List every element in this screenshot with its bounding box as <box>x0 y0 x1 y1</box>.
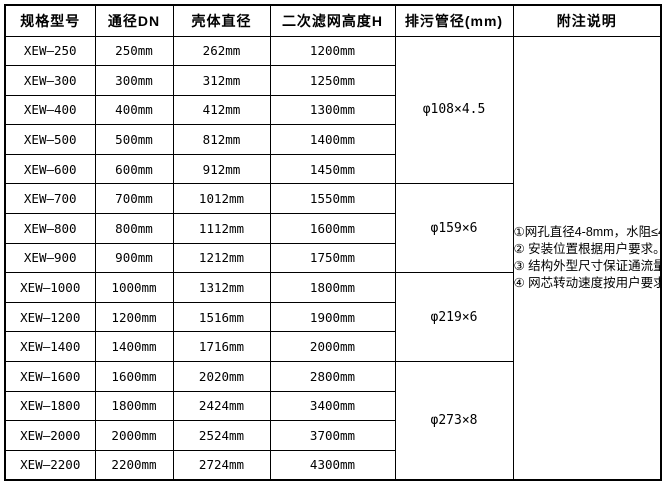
height-cell: 1600mm <box>269 213 396 244</box>
spec-table-body: XEW—250 250mm 262mm 1200mm φ108×4.5 ①网孔直径4-8m… <box>4 35 662 481</box>
shell-cell: 262mm <box>172 35 271 67</box>
table-row: XEW—400 400mm 412mm 1300mm <box>4 94 661 126</box>
model-cell: XEW—800 <box>4 213 96 244</box>
dn-cell: 400mm <box>94 94 174 126</box>
column-header: 排污管径(mm) <box>394 4 514 37</box>
shell-cell: 2524mm <box>172 420 271 451</box>
table-row: XEW—800 800mm 1112mm 1600mm <box>4 213 661 244</box>
table-row: XEW—1800 1800mm 2424mm 3400mm <box>4 390 661 422</box>
height-cell: 3700mm <box>269 420 396 451</box>
height-cell: 4300mm <box>269 449 396 481</box>
drain-pipe-cell: φ273×8 <box>394 361 514 481</box>
note-line: ①网孔直径4-8mm，水阻≤400mmH20柱。 <box>513 224 660 239</box>
dn-cell: 600mm <box>94 153 174 185</box>
column-header: 附注说明 <box>512 4 662 37</box>
dn-cell: 250mm <box>94 35 174 67</box>
drain-pipe-cell: φ159×6 <box>394 183 514 274</box>
dn-cell: 2200mm <box>94 449 174 481</box>
height-cell: 1200mm <box>269 35 396 67</box>
note-line: ④ 网芯转动速度按用户要求设计。一般控制在8转/分钟以下。 <box>513 275 660 290</box>
shell-cell: 1716mm <box>172 331 271 363</box>
model-cell: XEW—2200 <box>4 449 96 481</box>
column-header: 壳体直径 <box>172 4 271 37</box>
header-row: 规格型号 通径DN 壳体直径 二次滤网高度H 排污管径(mm) 附注说明 <box>4 4 662 37</box>
dn-cell: 500mm <box>94 124 174 155</box>
dn-cell: 800mm <box>94 213 174 244</box>
height-cell: 1400mm <box>269 124 396 155</box>
table-row: XEW—900 900mm 1212mm 1750mm <box>4 242 661 274</box>
shell-cell: 2424mm <box>172 390 271 422</box>
drain-pipe-cell: φ108×4.5 <box>394 35 514 185</box>
table-row: XEW—250 250mm 262mm 1200mm φ108×4.5 ①网孔直径4-8m… <box>4 35 662 481</box>
shell-cell: 2724mm <box>172 449 271 481</box>
model-cell: XEW—600 <box>4 153 96 185</box>
column-header: 二次滤网高度H <box>269 4 396 37</box>
shell-cell: 912mm <box>172 153 271 185</box>
dn-cell: 700mm <box>94 183 174 215</box>
shell-cell: 1516mm <box>172 301 271 333</box>
height-cell: 1250mm <box>269 65 396 96</box>
dn-cell: 1000mm <box>94 272 174 303</box>
model-cell: XEW—2000 <box>4 420 96 451</box>
shell-cell: 812mm <box>172 124 271 155</box>
spec-table: 规格型号 通径DN 壳体直径 二次滤网高度H 排污管径(mm) 附注说明 XEW—250 2… <box>4 4 662 481</box>
table-row: XEW—2000 2000mm 2524mm 3700mm <box>4 420 661 451</box>
dn-cell: 2000mm <box>94 420 174 451</box>
notes-cell: ①网孔直径4-8mm，水阻≤400mmH20柱。 ② 安装位置根据用户要求。 ③ 结… <box>512 35 662 481</box>
table-row: XEW—1000 1000mm 1312mm 1800mm φ219×6 <box>4 272 661 363</box>
dn-cell: 900mm <box>94 242 174 274</box>
table-row: XEW—300 300mm 312mm 1250mm <box>4 65 661 96</box>
height-cell: 1800mm <box>269 272 396 303</box>
height-cell: 1450mm <box>269 153 396 185</box>
dn-cell: 1600mm <box>94 361 174 392</box>
shell-cell: 1012mm <box>172 183 271 215</box>
shell-cell: 1312mm <box>172 272 271 303</box>
drain-pipe-cell: φ219×6 <box>394 272 514 363</box>
table-row: XEW—2200 2200mm 2724mm 4300mm <box>4 449 661 481</box>
dn-cell: 1800mm <box>94 390 174 422</box>
model-cell: XEW—250 <box>4 35 96 67</box>
column-header: 通径DN <box>94 4 174 37</box>
model-cell: XEW—900 <box>4 242 96 274</box>
shell-cell: 312mm <box>172 65 271 96</box>
note-line: ② 安装位置根据用户要求。 <box>513 241 661 256</box>
height-cell: 1550mm <box>269 183 396 215</box>
shell-cell: 1112mm <box>172 213 271 244</box>
model-cell: XEW—1800 <box>4 390 96 422</box>
table-row: XEW—500 500mm 812mm 1400mm <box>4 124 661 155</box>
model-cell: XEW—300 <box>4 65 96 96</box>
model-cell: XEW—500 <box>4 124 96 155</box>
dn-cell: 1200mm <box>94 301 174 333</box>
column-header: 规格型号 <box>4 4 96 37</box>
shell-cell: 1212mm <box>172 242 271 274</box>
height-cell: 1750mm <box>269 242 396 274</box>
table-row: XEW—700 700mm 1012mm 1550mm φ159×6 <box>4 183 661 274</box>
model-cell: XEW—1600 <box>4 361 96 392</box>
model-cell: XEW—1000 <box>4 272 96 303</box>
table-row: XEW—600 600mm 912mm 1450mm <box>4 153 661 185</box>
height-cell: 1300mm <box>269 94 396 126</box>
note-line: ③ 结构外型尺寸保证通流量前提下，按用户要求设计。 <box>513 258 661 273</box>
table-row: XEW—1600 1600mm 2020mm 2800mm φ273×8 <box>4 361 661 481</box>
dn-cell: 1400mm <box>94 331 174 363</box>
model-cell: XEW—700 <box>4 183 96 215</box>
shell-cell: 2020mm <box>172 361 271 392</box>
height-cell: 2000mm <box>269 331 396 363</box>
height-cell: 3400mm <box>269 390 396 422</box>
shell-cell: 412mm <box>172 94 271 126</box>
model-cell: XEW—1200 <box>4 301 96 333</box>
height-cell: 1900mm <box>269 301 396 333</box>
dn-cell: 300mm <box>94 65 174 96</box>
model-cell: XEW—400 <box>4 94 96 126</box>
height-cell: 2800mm <box>269 361 396 392</box>
model-cell: XEW—1400 <box>4 331 96 363</box>
